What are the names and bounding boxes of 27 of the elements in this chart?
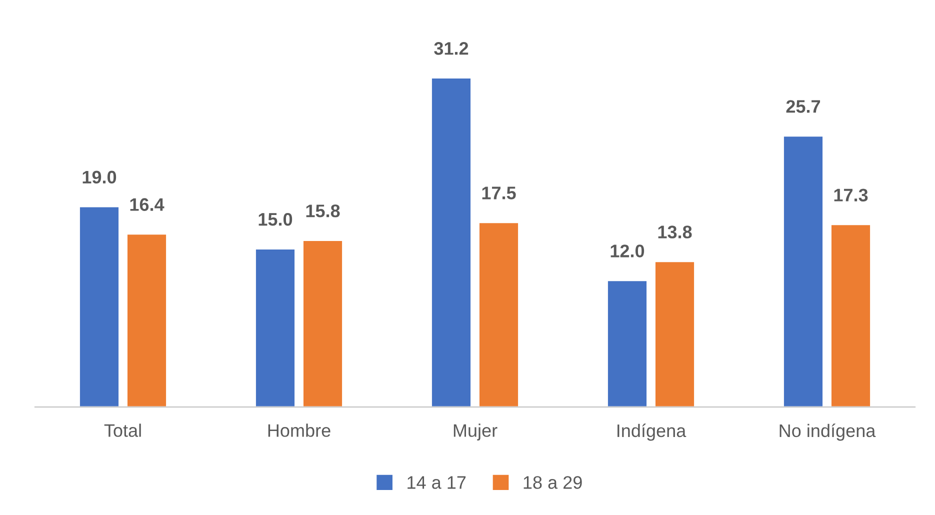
bar xyxy=(782,135,824,407)
bar xyxy=(78,206,120,407)
data-label: 25.7 xyxy=(786,100,820,113)
data-label: 13.8 xyxy=(658,226,692,238)
data-label: 12.0 xyxy=(610,244,644,258)
bar xyxy=(830,224,872,407)
x-tick-label: Hombre xyxy=(268,424,330,437)
x-tick-label: Mujer xyxy=(454,424,498,440)
x-tick-label: Indígena xyxy=(618,424,686,441)
legend-label: 14 a 17 xyxy=(408,476,466,489)
bar xyxy=(478,222,520,407)
data-label: 17.5 xyxy=(482,186,516,200)
data-label: 19.0 xyxy=(82,170,116,184)
bar xyxy=(606,280,648,407)
x-tick-label: Total xyxy=(104,424,141,437)
data-label: 15.8 xyxy=(306,204,340,218)
bar xyxy=(430,77,472,407)
data-label: 16.4 xyxy=(130,198,164,211)
x-tick-label: No indígena xyxy=(780,424,876,441)
bar xyxy=(126,233,168,407)
data-label: 31.2 xyxy=(434,42,468,55)
bar xyxy=(302,240,344,407)
data-label: 15.0 xyxy=(258,212,292,226)
legend-label: 18 a 29 xyxy=(524,476,582,489)
bar xyxy=(254,248,296,407)
data-label: 17.3 xyxy=(834,188,868,202)
bar xyxy=(654,260,696,407)
